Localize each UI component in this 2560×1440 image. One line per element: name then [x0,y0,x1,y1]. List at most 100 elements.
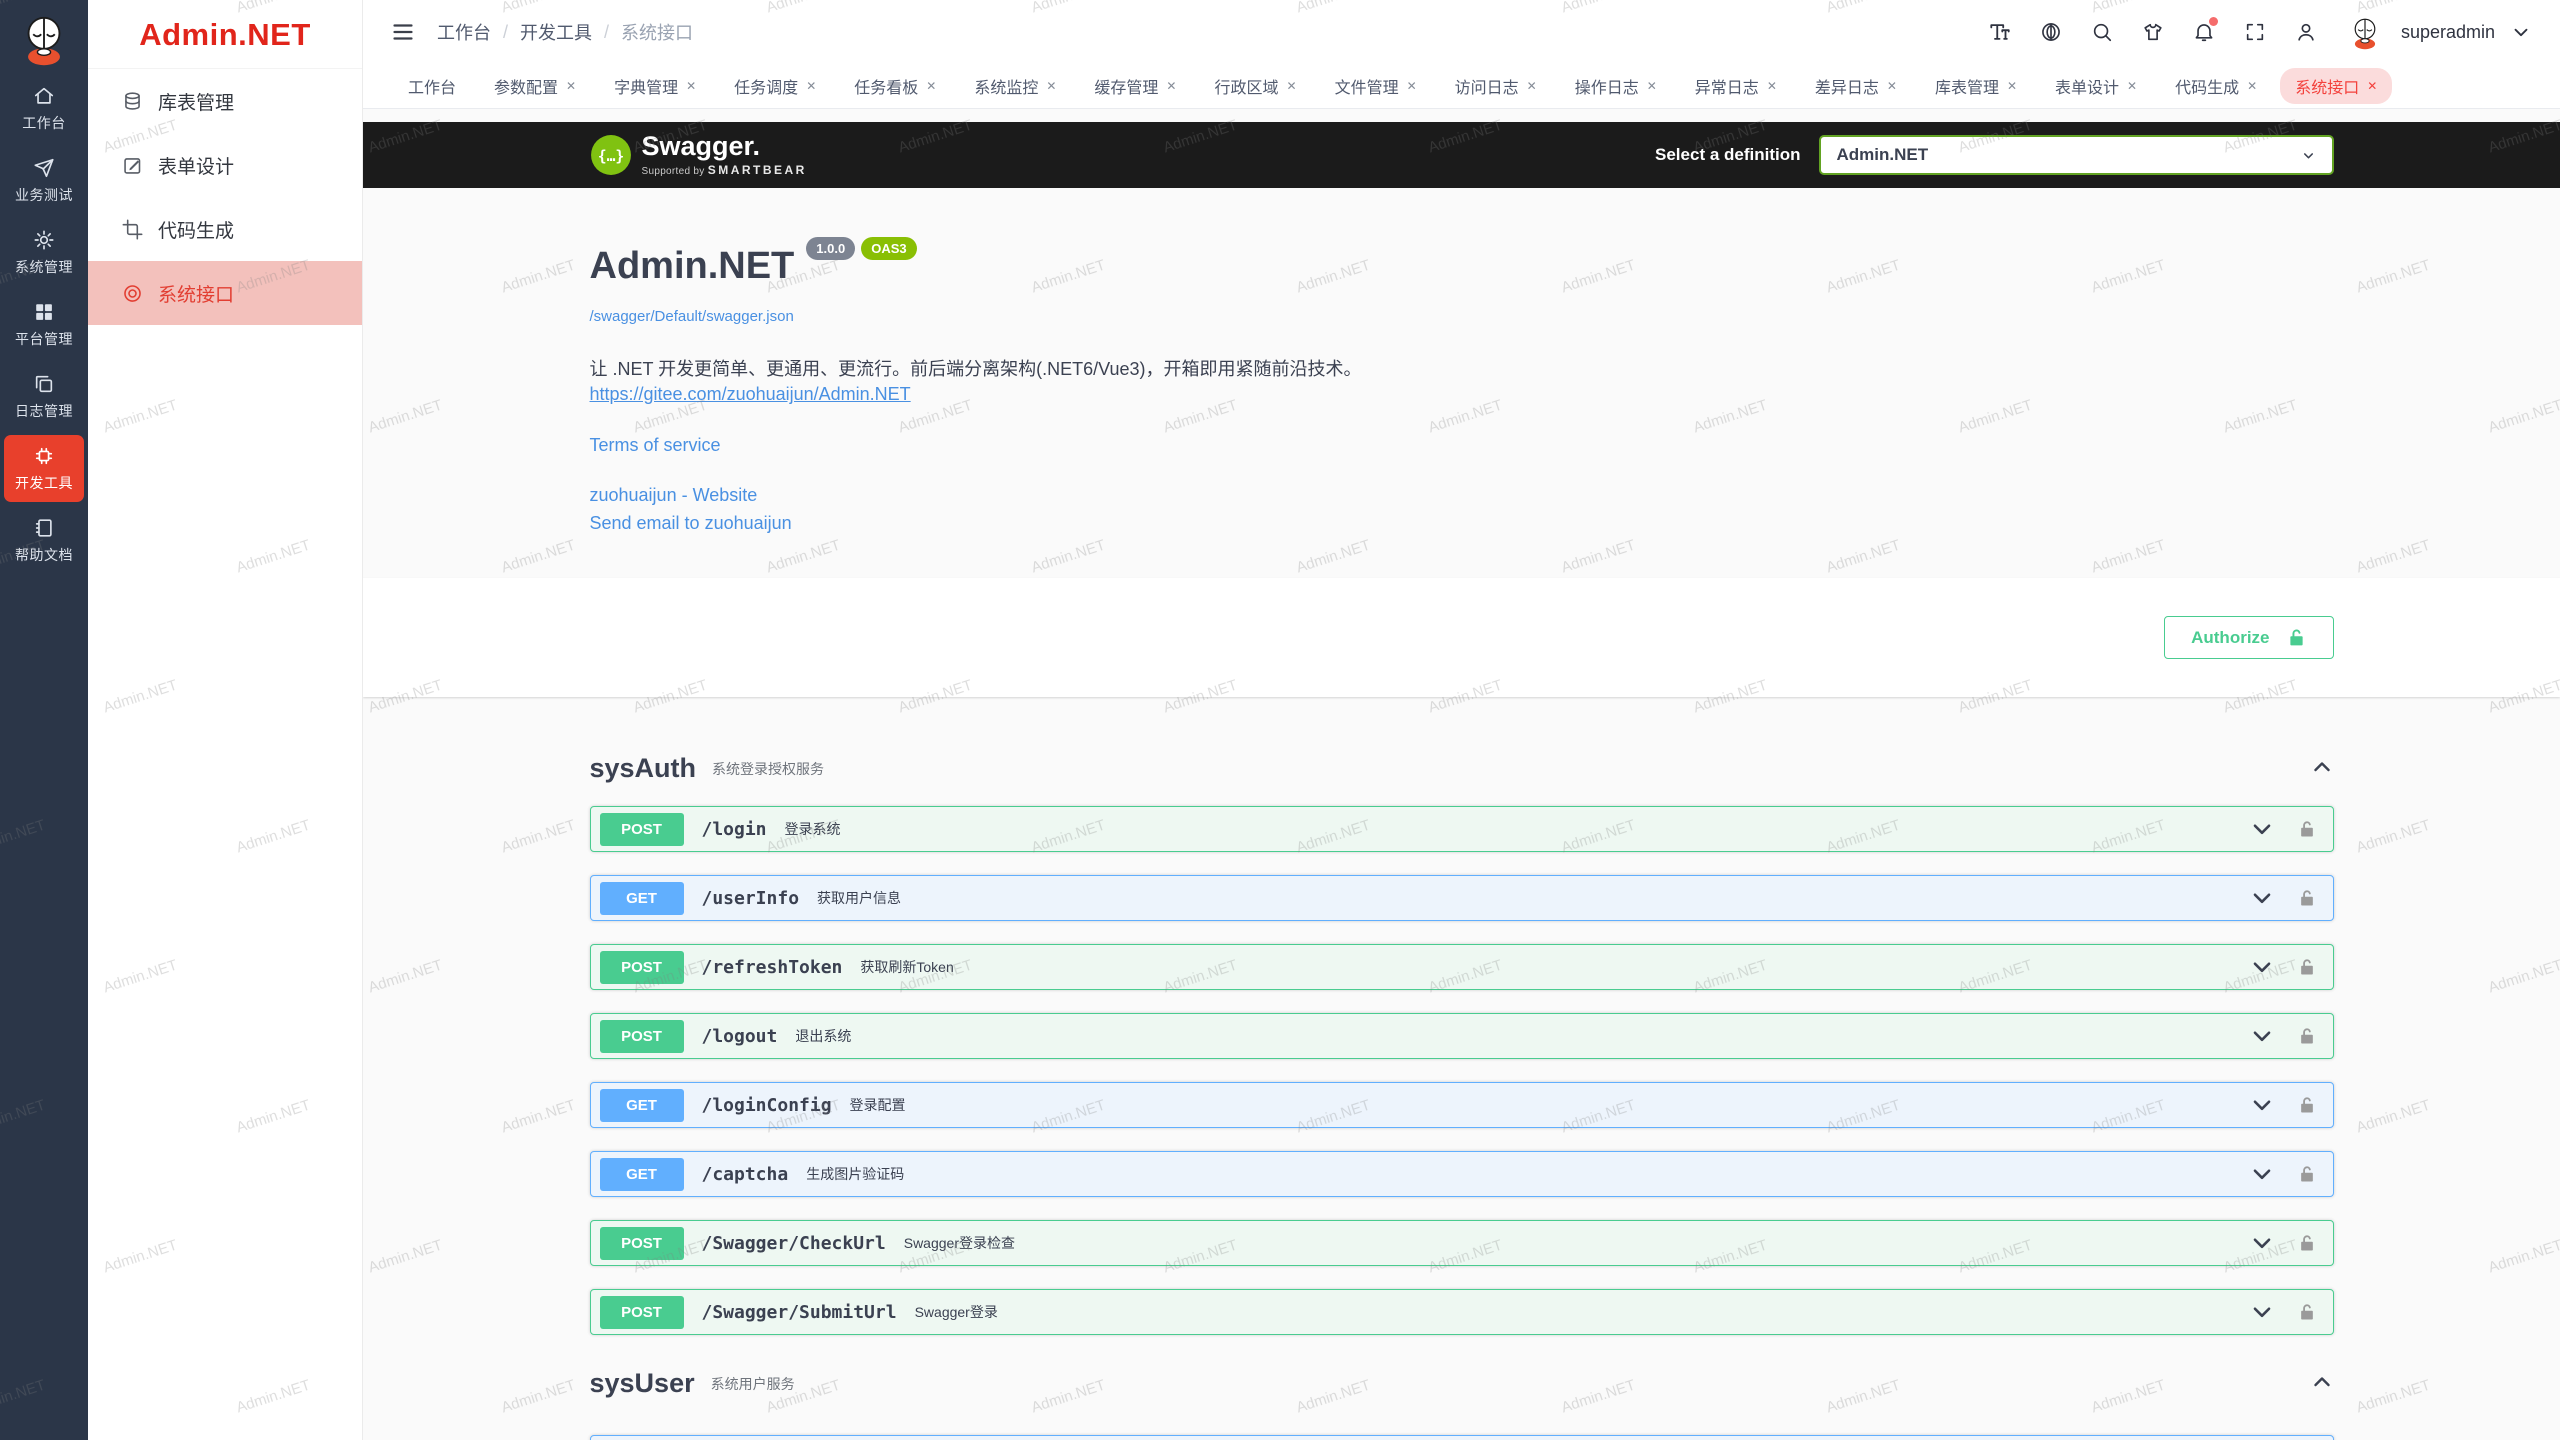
operation-row[interactable]: POST /Swagger/SubmitUrl Swagger登录 [589,1289,2334,1336]
tab-close-icon[interactable]: ✕ [2006,79,2018,93]
avatar[interactable] [2346,13,2384,51]
tab[interactable]: 任务调度 ✕ [719,68,831,104]
expand-chevron-icon[interactable] [2249,1299,2275,1325]
notification-badge [2208,17,2218,26]
fullscreen-icon[interactable] [2244,21,2266,43]
expand-chevron-icon[interactable] [2249,1230,2275,1256]
lock-icon[interactable] [2297,1095,2317,1115]
tab[interactable]: 异常日志 ✕ [1680,68,1792,104]
lock-icon[interactable] [2297,1233,2317,1253]
tab-close-icon[interactable]: ✕ [1166,79,1177,93]
expand-chevron-icon[interactable] [2249,1092,2275,1118]
expand-chevron-icon[interactable] [2249,1023,2275,1049]
api-section: sysUser 系统用户服务 GET [576,1358,2348,1440]
operation-row[interactable]: GET /captcha 生成图片验证码 [589,1151,2334,1198]
tab-close-icon[interactable]: ✕ [566,79,577,93]
breadcrumb-item[interactable]: 工作台 [437,23,491,43]
theme-icon[interactable] [2142,21,2164,43]
tab-close-icon[interactable]: ✕ [926,79,937,93]
definition-select[interactable]: Admin.NET [1818,135,2334,175]
rail-item[interactable]: 业务测试 [4,147,84,214]
tab-close-icon[interactable]: ✕ [1286,79,1297,93]
tab-close-icon[interactable]: ✕ [2127,79,2138,93]
book-icon [33,517,55,539]
operation-row[interactable]: POST /Swagger/CheckUrl Swagger登录检查 [589,1220,2334,1267]
tab-close-icon[interactable]: ✕ [1526,79,1537,93]
website-link[interactable]: zuohuaijun - Website [589,485,758,506]
lock-icon[interactable] [2297,957,2317,977]
notifications[interactable] [2193,17,2218,43]
repo-link[interactable]: https://gitee.com/zuohuaijun/Admin.NET [589,384,911,405]
rail-item[interactable]: 工作台 [4,75,84,142]
tab[interactable]: 系统监控 ✕ [959,68,1071,104]
rail-item[interactable]: 平台管理 [4,291,84,358]
tab[interactable]: 字典管理 ✕ [599,68,711,104]
operation-row[interactable]: POST /logout 退出系统 [589,1013,2334,1060]
section-header[interactable]: sysAuth 系统登录授权服务 [576,743,2348,806]
section-name: sysUser [589,1368,695,1399]
tab[interactable]: 任务看板 ✕ [839,68,951,104]
email-link[interactable]: Send email to zuohuaijun [589,513,792,534]
tab[interactable]: 缓存管理 ✕ [1079,68,1191,104]
sidebar-item[interactable]: 库表管理 [88,69,362,133]
tab[interactable]: 行政区域 ✕ [1199,68,1311,104]
tab[interactable]: 工作台 [393,68,471,104]
tab[interactable]: 文件管理 ✕ [1320,68,1432,104]
operation-row[interactable]: POST /refreshToken 获取刷新Token [589,944,2334,991]
tab[interactable]: 差异日志 ✕ [1800,68,1912,104]
tab[interactable]: 操作日志 ✕ [1560,68,1672,104]
tab[interactable]: 访问日志 ✕ [1440,68,1552,104]
tab-label: 代码生成 [2175,80,2240,97]
tab-close-icon[interactable]: ✕ [2247,79,2258,93]
lock-icon[interactable] [2297,1302,2317,1322]
navbar-actions: superadmin [1989,13,2532,51]
tab[interactable]: 系统接口 ✕ [2280,68,2393,104]
lock-icon[interactable] [2297,819,2317,839]
operation-row[interactable]: GET [589,1435,2334,1440]
username[interactable]: superadmin [2400,21,2495,42]
tab-close-icon[interactable]: ✕ [1406,79,1417,93]
expand-chevron-icon[interactable] [2249,1161,2275,1187]
breadcrumb-item[interactable]: 开发工具 [520,23,593,43]
rail-item[interactable]: 日志管理 [4,363,84,430]
tab[interactable]: 表单设计 ✕ [2040,68,2152,104]
tab-close-icon[interactable]: ✕ [2367,79,2378,93]
collapse-section-button[interactable] [2310,755,2334,782]
user-icon[interactable] [2295,21,2317,43]
tab-close-icon[interactable]: ✕ [1646,79,1657,93]
sidebar-item[interactable]: 系统接口 [88,261,362,325]
lock-icon[interactable] [2297,888,2317,908]
sidebar-item[interactable]: 表单设计 [88,133,362,197]
chevron-down-icon[interactable] [2510,21,2532,43]
operation-row[interactable]: GET /loginConfig 登录配置 [589,1082,2334,1129]
rail-item[interactable]: 帮助文档 [4,507,84,574]
collapse-section-button[interactable] [2310,1370,2334,1397]
tab-close-icon[interactable]: ✕ [686,79,697,93]
operation-row[interactable]: GET /userInfo 获取用户信息 [589,875,2334,922]
terms-link[interactable]: Terms of service [589,435,721,456]
tab-close-icon[interactable]: ✕ [1766,79,1777,93]
lock-icon[interactable] [2297,1164,2317,1184]
lock-icon[interactable] [2297,1026,2317,1046]
section-header[interactable]: sysUser 系统用户服务 [576,1358,2348,1421]
authorize-button[interactable]: Authorize [2164,616,2334,660]
menu-collapse-icon[interactable] [391,20,415,44]
rail-item[interactable]: 系统管理 [4,219,84,286]
operation-row[interactable]: POST /login 登录系统 [589,806,2334,853]
tab[interactable]: 库表管理 ✕ [1920,68,2032,104]
tab-label: 访问日志 [1454,80,1519,97]
language-icon[interactable] [2040,21,2062,43]
sidebar-item[interactable]: 代码生成 [88,197,362,261]
tab-close-icon[interactable]: ✕ [806,79,817,93]
tab-close-icon[interactable]: ✕ [1886,79,1897,93]
spec-url-link[interactable]: /swagger/Default/swagger.json [589,308,794,325]
tab[interactable]: 参数配置 ✕ [479,68,591,104]
rail-item[interactable]: 开发工具 [4,435,84,502]
font-size-icon[interactable] [1989,21,2011,43]
search-icon[interactable] [2091,21,2113,43]
expand-chevron-icon[interactable] [2249,816,2275,842]
tab[interactable]: 代码生成 ✕ [2160,68,2272,104]
expand-chevron-icon[interactable] [2249,954,2275,980]
expand-chevron-icon[interactable] [2249,885,2275,911]
tab-close-icon[interactable]: ✕ [1046,79,1057,93]
